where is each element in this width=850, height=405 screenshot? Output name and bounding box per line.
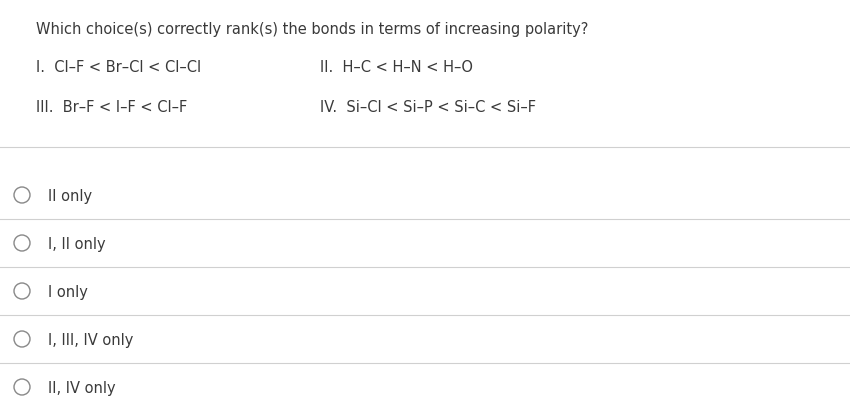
- Text: I only: I only: [48, 284, 88, 299]
- Text: II only: II only: [48, 188, 92, 203]
- Text: I.  Cl–F < Br–Cl < Cl–Cl: I. Cl–F < Br–Cl < Cl–Cl: [36, 60, 201, 75]
- Text: I, II only: I, II only: [48, 236, 105, 251]
- Text: I, III, IV only: I, III, IV only: [48, 332, 133, 347]
- Text: IV.  Si–Cl < Si–P < Si–C < Si–F: IV. Si–Cl < Si–P < Si–C < Si–F: [320, 100, 536, 115]
- Text: III.  Br–F < I–F < Cl–F: III. Br–F < I–F < Cl–F: [36, 100, 187, 115]
- Text: Which choice(s) correctly rank(s) the bonds in terms of increasing polarity?: Which choice(s) correctly rank(s) the bo…: [36, 22, 588, 37]
- Text: II, IV only: II, IV only: [48, 379, 116, 394]
- Text: II.  H–C < H–N < H–O: II. H–C < H–N < H–O: [320, 60, 473, 75]
